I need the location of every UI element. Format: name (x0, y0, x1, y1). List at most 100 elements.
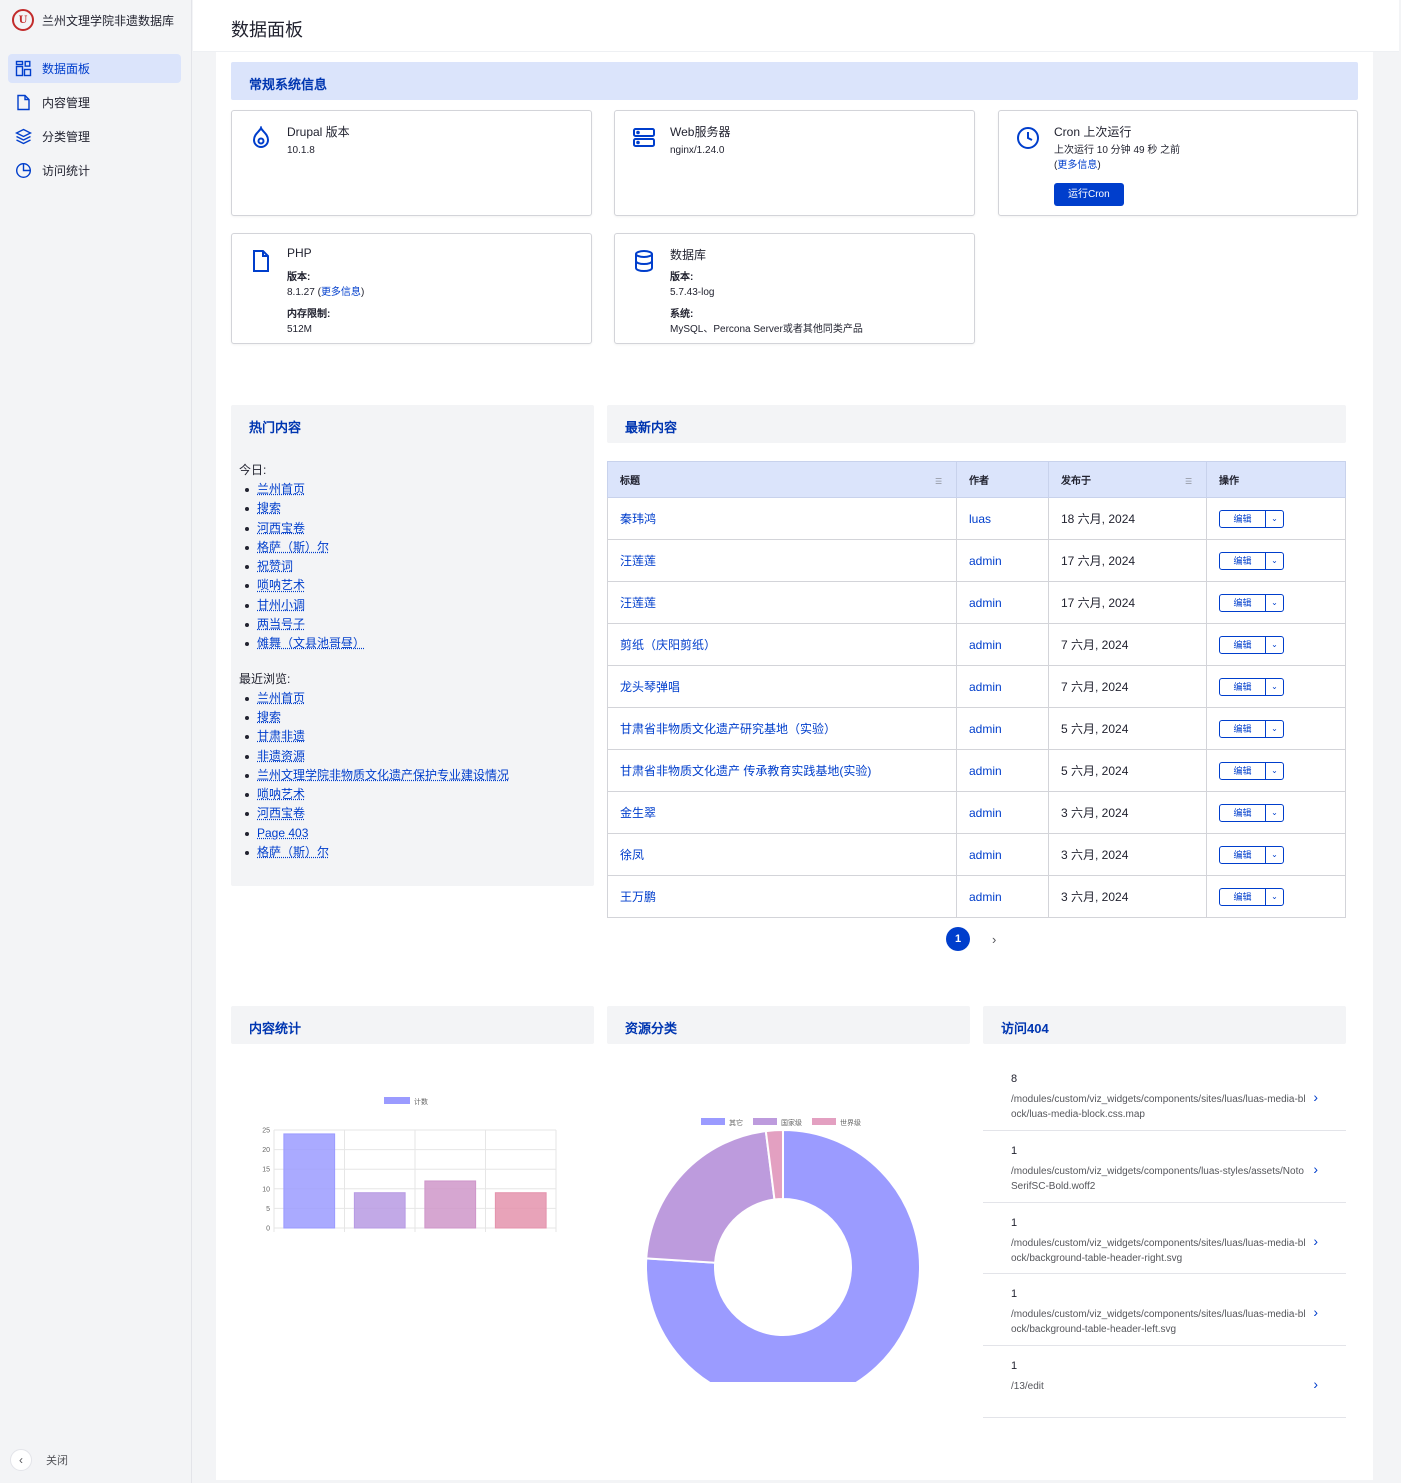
author-link[interactable]: admin (969, 847, 1002, 862)
column-label: 发布于 (1061, 476, 1091, 487)
operations-dropbutton: 编辑 ⌄ (1219, 677, 1284, 696)
sidebar-item-taxonomy[interactable]: 分类管理 (8, 122, 181, 151)
chevron-down-icon[interactable]: ⌄ (1265, 846, 1283, 863)
author-link[interactable]: admin (969, 721, 1002, 736)
chevron-down-icon[interactable]: ⌄ (1265, 804, 1283, 821)
sort-icon[interactable]: ☰ (935, 477, 943, 486)
chevron-down-icon[interactable]: ⌄ (1265, 720, 1283, 737)
author-link[interactable]: admin (969, 595, 1002, 610)
edit-button[interactable]: 编辑 (1233, 850, 1252, 860)
popular-link[interactable]: 唢呐艺术 (257, 578, 306, 593)
page-current[interactable]: 1 (946, 927, 970, 951)
recent-link[interactable]: 搜索 (257, 709, 282, 724)
popular-link[interactable]: 兰州首页 (257, 482, 306, 496)
popular-link[interactable]: 格萨（斯）尔 (257, 539, 330, 554)
chevron-down-icon[interactable]: ⌄ (1265, 888, 1283, 905)
chevron-left-icon[interactable]: ‹ (10, 1449, 32, 1471)
content-title-link[interactable]: 剪纸（庆阳剪纸） (620, 638, 717, 652)
list-item[interactable]: 1/13/edit › (983, 1346, 1346, 1418)
pie-chart-icon (15, 162, 32, 179)
cell-operations: 编辑 ⌄ (1206, 749, 1346, 792)
content-title-link[interactable]: 甘肃省非物质文化遗产 传承教育实践基地(实验) (620, 764, 872, 778)
popular-link[interactable]: 搜索 (257, 501, 282, 516)
card-value: 10.1.8 (287, 145, 315, 156)
recent-link[interactable]: Page 403 (257, 825, 309, 840)
php-more-info-link[interactable]: 更多信息 (320, 287, 361, 298)
sidebar-item-content[interactable]: 内容管理 (8, 88, 181, 117)
chevron-down-icon[interactable]: ⌄ (1265, 594, 1283, 611)
chevron-down-icon[interactable]: ⌄ (1265, 762, 1283, 779)
edit-button[interactable]: 编辑 (1233, 556, 1252, 566)
edit-button[interactable]: 编辑 (1233, 682, 1252, 692)
recent-link[interactable]: 格萨（斯）尔 (257, 845, 330, 860)
edit-button[interactable]: 编辑 (1233, 808, 1252, 818)
chevron-down-icon[interactable]: ⌄ (1265, 552, 1283, 569)
brand[interactable]: U 兰州文理学院非遗数据库 (0, 0, 191, 40)
column-title[interactable]: 标题 ☰ (607, 461, 957, 498)
chevron-down-icon[interactable]: ⌄ (1265, 636, 1283, 653)
column-date[interactable]: 发布于 ☰ (1048, 461, 1207, 498)
list-item[interactable]: 1/modules/custom/viz_widgets/components/… (983, 1274, 1346, 1347)
author-link[interactable]: admin (969, 637, 1002, 652)
publish-date: 7 六月, 2024 (1061, 638, 1129, 652)
popular-link[interactable]: 傩舞（文县池哥昼） (257, 636, 366, 651)
edit-button[interactable]: 编辑 (1233, 514, 1252, 524)
content-title-link[interactable]: 金生翠 (620, 806, 657, 820)
chevron-right-icon[interactable]: › (1313, 1304, 1318, 1321)
operations-dropbutton: 编辑 ⌄ (1219, 593, 1284, 612)
legend-swatch (701, 1118, 725, 1125)
recent-link[interactable]: 非遗资源 (257, 748, 306, 763)
cell-operations: 编辑 ⌄ (1206, 623, 1346, 666)
content-title-link[interactable]: 甘肃省非物质文化遗产研究基地（实验） (620, 722, 837, 736)
edit-button[interactable]: 编辑 (1233, 766, 1252, 776)
edit-button[interactable]: 编辑 (1233, 892, 1252, 902)
popular-link[interactable]: 河西宝卷 (257, 520, 306, 535)
chevron-right-icon[interactable]: › (1313, 1160, 1318, 1177)
sort-icon[interactable]: ☰ (1185, 477, 1193, 486)
edit-button[interactable]: 编辑 (1233, 724, 1252, 734)
list-item[interactable]: 8/modules/custom/viz_widgets/components/… (983, 1059, 1346, 1131)
cron-more-info-link[interactable]: 更多信息 (1057, 160, 1098, 171)
author-link[interactable]: luas (969, 511, 992, 526)
author-link[interactable]: admin (969, 889, 1002, 904)
cell-operations: 编辑 ⌄ (1206, 497, 1346, 540)
chevron-right-icon[interactable]: › (1313, 1232, 1318, 1249)
recent-link[interactable]: 唢呐艺术 (257, 787, 306, 802)
content-title-link[interactable]: 王万鹏 (620, 890, 657, 904)
content-title-link[interactable]: 龙头琴弹唱 (620, 680, 681, 694)
content-title-link[interactable]: 汪莲莲 (620, 554, 657, 568)
chevron-down-icon[interactable]: ⌄ (1265, 510, 1283, 527)
sidebar-item-statistics[interactable]: 访问统计 (8, 156, 181, 185)
popular-link[interactable]: 祝赞词 (257, 559, 294, 574)
edit-button[interactable]: 编辑 (1233, 640, 1252, 650)
system-info-heading: 常规系统信息 (231, 62, 1358, 100)
list-item[interactable]: 1/modules/custom/viz_widgets/components/… (983, 1203, 1346, 1275)
column-label: 作者 (969, 476, 989, 487)
chevron-right-icon[interactable]: › (1313, 1089, 1318, 1105)
recent-list: 兰州首页 搜索 甘肃非遗 非遗资源 兰州文理学院非物质文化遗产保护专业建设情况 … (239, 689, 594, 863)
php-version: 8.1.27 (287, 287, 315, 298)
content-title-link[interactable]: 秦玮鸿 (620, 512, 657, 526)
recent-link[interactable]: 兰州文理学院非物质文化遗产保护专业建设情况 (257, 767, 510, 782)
popular-link[interactable]: 甘州小调 (257, 597, 306, 612)
popular-content-heading: 热门内容 (249, 420, 302, 435)
author-link[interactable]: admin (969, 553, 1002, 568)
author-link[interactable]: admin (969, 679, 1002, 694)
recent-link[interactable]: 甘肃非遗 (257, 729, 306, 744)
author-link[interactable]: admin (969, 805, 1002, 820)
recent-link[interactable]: 河西宝卷 (257, 806, 306, 821)
author-link[interactable]: admin (969, 763, 1002, 778)
list-item[interactable]: 1/modules/custom/viz_widgets/components/… (983, 1131, 1346, 1203)
popular-link[interactable]: 两当号子 (257, 617, 306, 632)
content-title-link[interactable]: 徐凤 (620, 848, 645, 862)
sidebar-item-dashboard[interactable]: 数据面板 (8, 54, 181, 83)
edit-button[interactable]: 编辑 (1233, 598, 1252, 608)
next-page-icon[interactable]: › (992, 931, 997, 947)
run-cron-button[interactable]: 运行Cron (1054, 183, 1124, 206)
content-title-link[interactable]: 汪莲莲 (620, 596, 657, 610)
bar (353, 1192, 406, 1229)
recent-link[interactable]: 兰州首页 (257, 690, 306, 705)
chevron-right-icon[interactable]: › (1313, 1376, 1318, 1393)
sidebar-collapse[interactable]: ‹ 关闭 (10, 1449, 68, 1471)
chevron-down-icon[interactable]: ⌄ (1265, 678, 1283, 695)
